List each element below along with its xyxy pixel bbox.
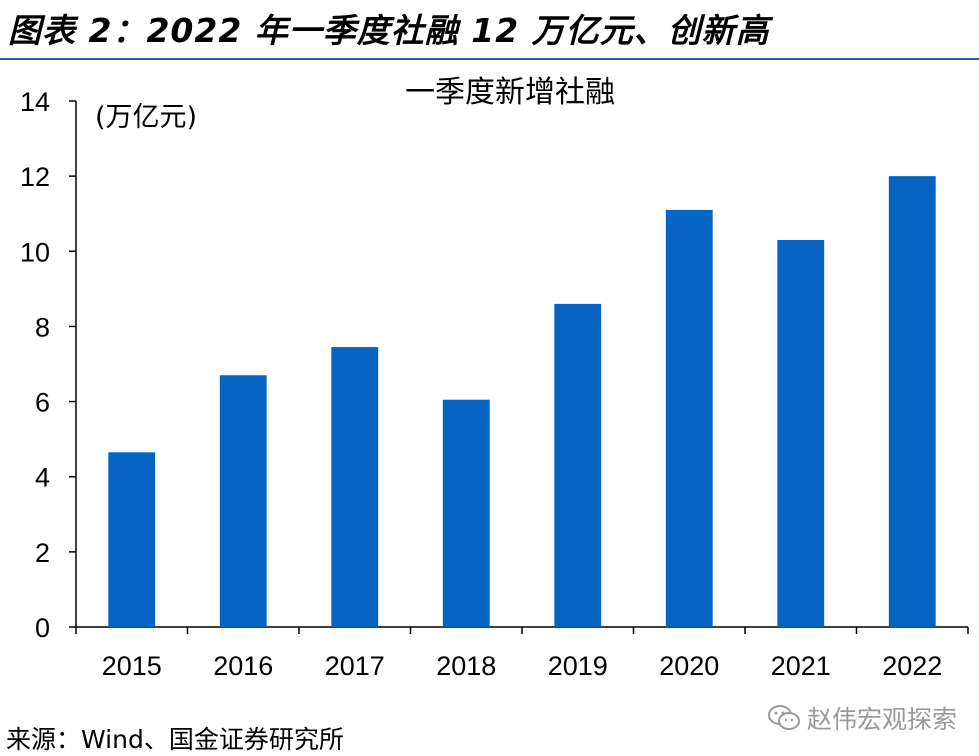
bar-2022 (888, 176, 936, 627)
y-axis: 0 2 4 6 8 10 12 14 (20, 87, 77, 643)
x-tick-label: 2019 (548, 651, 608, 681)
x-tick-label: 2022 (882, 651, 942, 681)
y-tick-label: 14 (20, 87, 50, 117)
wechat-icon (767, 705, 800, 730)
source-note: 来源：Wind、国金证券研究所 (6, 725, 344, 754)
x-tick-label: 2015 (102, 651, 162, 681)
bar-2021 (777, 240, 825, 627)
x-tick-label: 2021 (771, 651, 831, 681)
bar-2018 (442, 399, 490, 627)
chart-title: 一季度新增社融 (405, 75, 615, 110)
y-tick-label: 2 (35, 538, 50, 568)
y-tick-label: 12 (20, 162, 50, 192)
y-tick-label: 0 (35, 613, 50, 643)
y-unit-label: (万亿元) (95, 102, 197, 133)
x-tick-label: 2018 (436, 651, 496, 681)
x-tick-label: 2017 (325, 651, 385, 681)
y-tick-label: 10 (20, 237, 50, 267)
bar-2019 (554, 303, 602, 627)
bar-2015 (108, 452, 156, 627)
figure-title: 图表 2：2022 年一季度社融 12 万亿元、创新高 (8, 11, 770, 50)
x-axis: 2015 2016 2017 2018 2019 2020 2021 2022 (75, 626, 969, 681)
bars (108, 176, 936, 627)
y-tick-label: 8 (35, 312, 50, 342)
y-tick-label: 4 (35, 463, 50, 493)
figure-header: 图表 2：2022 年一季度社融 12 万亿元、创新高 (0, 0, 979, 52)
bar-2017 (331, 347, 379, 627)
bar-2016 (219, 375, 267, 627)
x-tick-label: 2016 (213, 651, 273, 681)
y-tick-label: 6 (35, 388, 50, 418)
watermark-text: 赵伟宏观探索 (806, 705, 957, 734)
watermark: 赵伟宏观探索 (767, 700, 957, 736)
x-tick-label: 2020 (659, 651, 719, 681)
bar-2020 (665, 209, 713, 627)
header-divider (0, 58, 979, 60)
